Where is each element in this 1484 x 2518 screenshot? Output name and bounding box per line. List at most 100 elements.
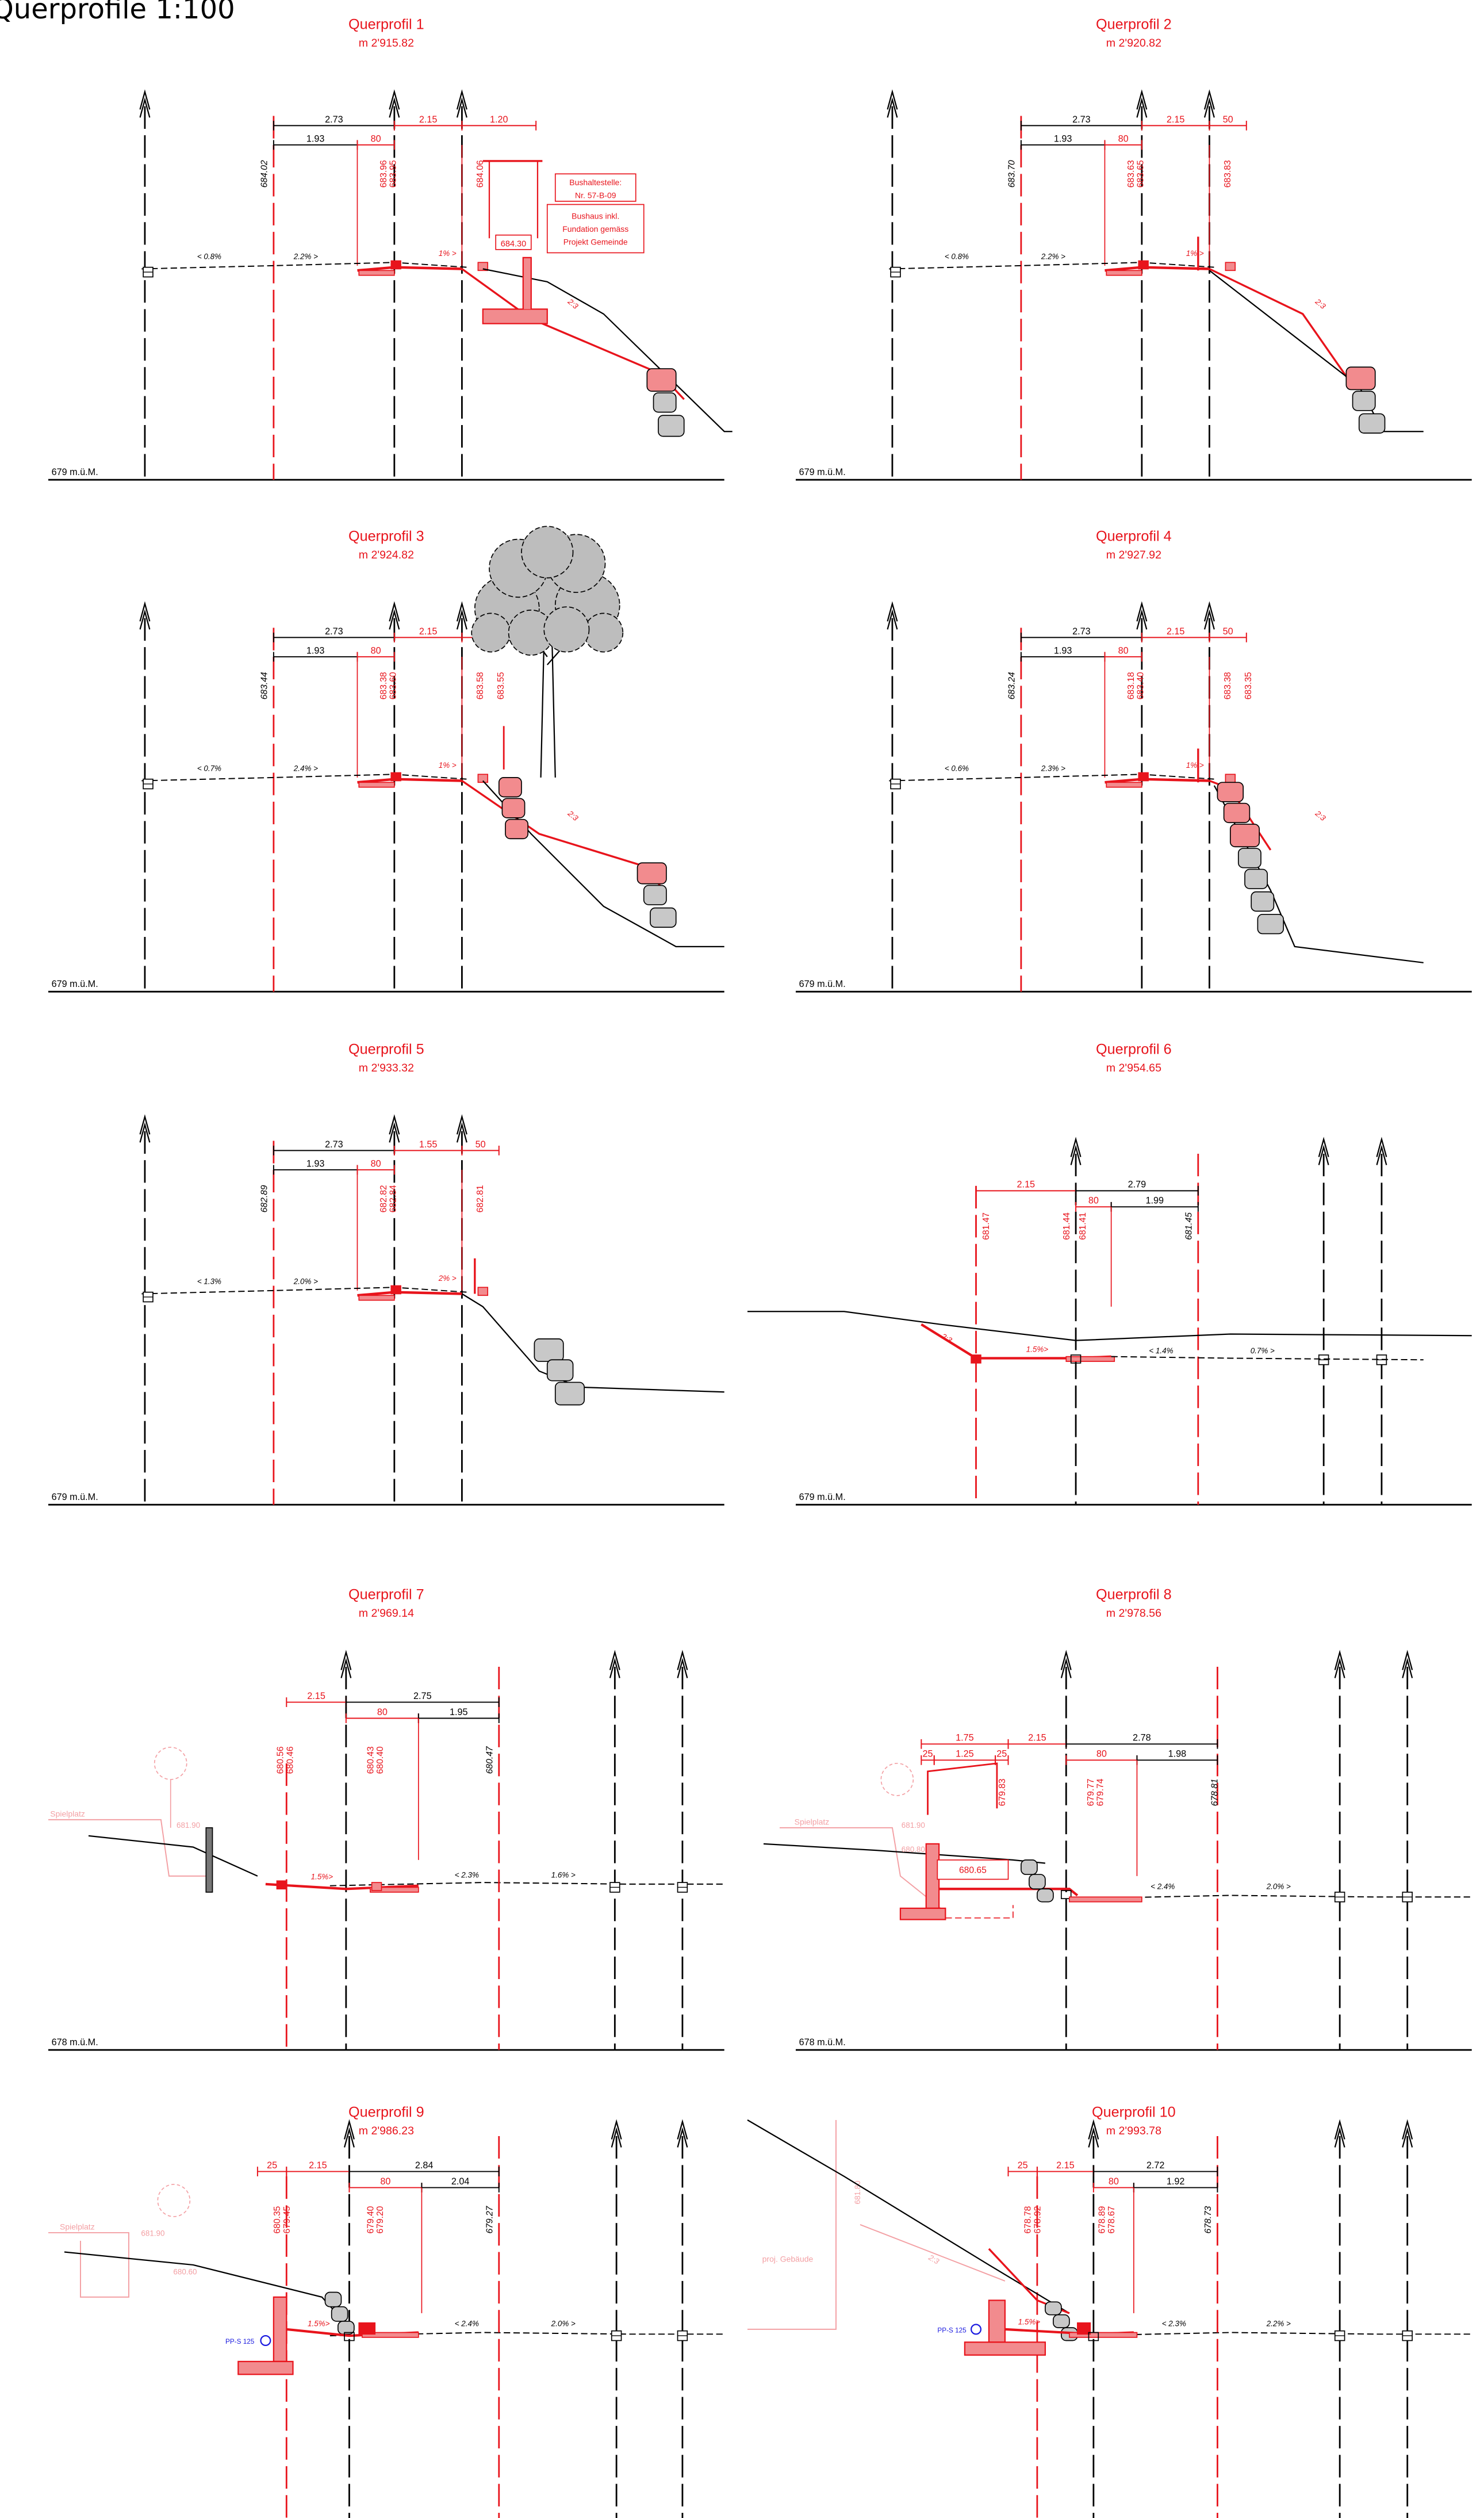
pavement-layer (1069, 2332, 1138, 2338)
note-label: Fundation gemäss (562, 224, 628, 234)
dimension-label: 25 (996, 1749, 1007, 1759)
axis-arrow-icon (887, 609, 898, 630)
axis-arrow-icon (1070, 1136, 1082, 1157)
kerb-stone-icon (1138, 260, 1149, 270)
height-label: 682.81 (476, 1185, 485, 1212)
axis-arrow-icon (1070, 1145, 1082, 1165)
building-outline (747, 2119, 837, 2330)
axis-arrow-icon (887, 89, 898, 110)
bus-stop-note-box (554, 173, 636, 202)
axis-arrow-icon (611, 2119, 622, 2140)
height-label: 678.89 (1097, 2206, 1107, 2234)
dimension-label: 2.15 (309, 2160, 327, 2171)
height-label: 683.95 (389, 160, 398, 187)
profile-title: Querprofil 4 (1096, 528, 1172, 544)
axis-arrow-icon (389, 601, 400, 622)
slope-label: 2.0% > (551, 2319, 576, 2328)
profile-2: Querprofil 2 m 2'920.82 679 m.ü.M. 2.731.93… (795, 16, 1472, 481)
kerb-stone-icon (1070, 1354, 1082, 1364)
dimension-label: 2.73 (1072, 626, 1091, 637)
project-road-surface (265, 1882, 419, 1891)
rock-block-icon (1352, 391, 1376, 411)
datum-label: 679 m.ü.M. (52, 979, 98, 989)
axis-arrow-icon (139, 1114, 151, 1135)
existing-terrain-line (747, 2119, 1070, 2314)
rock-block-icon (643, 885, 667, 905)
dimension-label: 25 (267, 2160, 277, 2171)
faded-slope-line (860, 2224, 1006, 2282)
dimension-label: 80 (1109, 2176, 1119, 2187)
slope-label: 1.6% > (551, 1871, 576, 1880)
slope-label: 2.2% > (1266, 2319, 1291, 2328)
dimension-label: 2.73 (325, 1139, 343, 1150)
height-label: 679.20 (375, 2206, 385, 2233)
kerb-stone-icon (344, 2332, 355, 2341)
axis-arrow-icon (1203, 97, 1215, 118)
axis-arrow-icon (139, 1122, 151, 1143)
rock-block-icon (1229, 824, 1260, 848)
height-label: 683.38 (379, 672, 389, 699)
rock-block-icon (505, 818, 529, 840)
axis-arrow-icon (456, 89, 467, 110)
rock-block-icon (646, 368, 677, 392)
height-label: 680.46 (285, 1746, 295, 1774)
datum-label: 679 m.ü.M. (52, 467, 98, 477)
slope-label: < 0.8% (945, 252, 969, 261)
slope-label: 2:3 (566, 809, 580, 822)
rock-block-icon (1223, 802, 1251, 824)
profile-3: Querprofil 3 m 2'924.82 679 m.ü.M. 2.731.93… (48, 526, 724, 993)
profile-station: m 2'920.82 (1106, 37, 1161, 49)
rock-block-icon (534, 1338, 564, 1362)
note-label: PP-S 125 (225, 2338, 255, 2345)
kerb-stone-icon (276, 1880, 287, 1890)
existing-terrain-line (747, 1311, 1472, 1341)
slope-label: < 0.7% (197, 764, 221, 773)
axis-arrow-icon (139, 97, 151, 118)
dimension-label: 1.93 (306, 1158, 325, 1169)
rock-block-icon (331, 2306, 348, 2322)
dimension-label: 2.15 (419, 626, 438, 637)
pavement-layer (358, 1295, 395, 1301)
height-label: 679.40 (366, 2206, 375, 2233)
note-label: 680.80 (902, 1845, 925, 1854)
rock-block-icon (546, 1359, 574, 1382)
slope-label: 1% > (439, 249, 457, 258)
sheet-title: Querprofile 1:100 (0, 0, 235, 25)
height-label: 680.40 (375, 1746, 385, 1774)
existing-terrain-line (88, 1835, 258, 1877)
rock-block-icon (636, 862, 667, 885)
note-label: Spielplatz (50, 1809, 85, 1818)
slope-label: < 2.4% (455, 2319, 479, 2328)
axis-arrow-icon (609, 1650, 620, 1670)
axis-arrow-icon (343, 2119, 355, 2140)
dimension-label: 80 (1088, 1196, 1099, 1206)
axis-arrow-icon (1334, 2127, 1345, 2148)
dimension-label: 2.15 (1167, 114, 1185, 125)
axis-arrow-icon (139, 89, 151, 110)
height-label: 683.83 (1223, 160, 1233, 187)
slope-label: < 1.3% (197, 1277, 221, 1286)
profile-8: Querprofil 8 m 2'978.56 678 m.ü.M. 1.75 25 1.… (763, 1586, 1472, 2051)
project-road-surface (939, 1888, 1079, 1897)
height-label: 678.78 (1023, 2206, 1033, 2233)
axis-arrow-icon (1334, 2119, 1345, 2140)
height-label: 682.82 (379, 1185, 389, 1212)
dimension-label: 2.73 (1072, 114, 1091, 125)
axis-arrow-icon (1402, 2119, 1413, 2140)
datum-label: 679 m.ü.M. (799, 467, 846, 477)
axis-arrow-icon (1334, 1658, 1345, 1678)
axis-arrow-icon (1402, 1658, 1413, 1678)
rock-block-icon (1217, 782, 1244, 802)
profile-10: Querprofil 10m 2'993.78676 m.ü.M.252.152… (747, 2104, 1472, 2518)
wall-foundation (237, 2360, 294, 2375)
profile-station: m 2'978.56 (1106, 1607, 1161, 1620)
dimension-label: 50 (1223, 626, 1233, 637)
slope-label: 1.5%> (1026, 1345, 1049, 1353)
rock-block-icon (1251, 891, 1275, 912)
height-label: 683.65 (1136, 160, 1146, 187)
rock-block-icon (1053, 2314, 1070, 2328)
project-embankment-line (1209, 267, 1352, 384)
axis-arrow-icon (1136, 601, 1148, 622)
kerb-stone-icon (477, 1287, 489, 1296)
slope-label: < 2.4% (1151, 1882, 1175, 1891)
